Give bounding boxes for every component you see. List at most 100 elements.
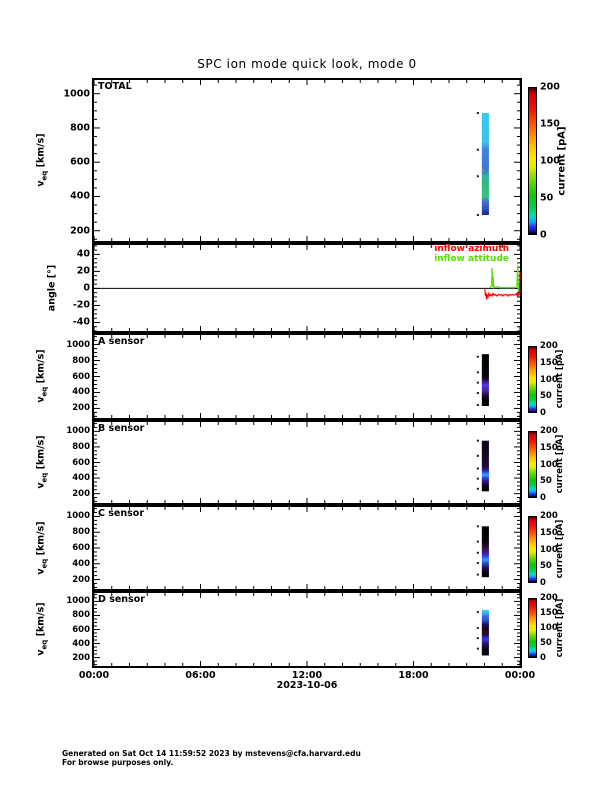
colorbar-unit-b: current [pA] — [555, 434, 565, 494]
y-axis-label-d: veq [km/s] — [35, 602, 49, 656]
colorbar-tick-label: 150 — [540, 442, 558, 453]
colorbar-unit-total: current [pA] — [556, 126, 568, 196]
panel-d-sensor: D sensor 200 400 600 800 1000 00:00 06:00 12:00… — [66, 591, 535, 681]
y-tick-label: 800 — [70, 122, 90, 134]
y-tick-label: 800 — [72, 527, 90, 538]
panel-a-sensor: A sensor 200 400 600 800 1000 — [66, 333, 522, 420]
b_sensor-data-strip — [481, 440, 489, 492]
y-tick-label: 200 — [72, 574, 90, 585]
series-inflow-attitude — [489, 265, 521, 293]
y-tick-label: 1000 — [63, 88, 90, 100]
colorbar-tick-label: 150 — [540, 357, 558, 368]
panel-total: TOTAL 200 400 600 800 1000 — [64, 78, 522, 243]
y-axis-label-total: veq [km/s] — [35, 133, 49, 187]
y-tick-label: 600 — [72, 457, 90, 468]
y-tick-label: 200 — [70, 225, 90, 237]
panel-c-label: C sensor — [98, 508, 145, 519]
page-title: SPC ion mode quick look, mode 0 — [197, 57, 417, 71]
angle-legend: inflow azimuth inflow attitude — [434, 244, 509, 264]
panel-a-label: A sensor — [98, 336, 145, 347]
colorbar-unit-d: current [pA] — [555, 598, 565, 658]
colorbar-tick-label: 50 — [540, 561, 552, 572]
panel-b-sensor: B sensor 200 400 600 800 1000 — [66, 420, 522, 505]
colorbar-tick-label: 100 — [540, 459, 558, 470]
footer: Generated on Sat Oct 14 11:59:52 2023 by… — [62, 749, 361, 767]
y-tick-label: 1000 — [66, 511, 90, 522]
colorbar-tick-label: 150 — [540, 527, 558, 538]
y-tick-label: 400 — [72, 473, 90, 484]
panel-total-label: TOTAL — [98, 81, 132, 92]
x-axis-date-label: 2023-10-06 — [276, 680, 338, 691]
y-tick-label: 200 — [72, 652, 90, 663]
colorbar-gradient — [528, 431, 537, 498]
colorbar-tick-label: 0 — [540, 653, 546, 663]
d_sensor-data-strip — [481, 609, 489, 656]
x-tick-label: 18:00 — [398, 670, 429, 681]
colorbar-tick-label: 0 — [540, 578, 546, 588]
colorbar-tick-label: 100 — [540, 544, 558, 555]
colorbar-tick-label: 50 — [540, 638, 552, 648]
y-tick-label: 800 — [72, 610, 90, 621]
legend-inflow-attitude: inflow attitude — [434, 253, 509, 264]
colorbar-b-sensor: 200 150 100 50 0 — [528, 426, 558, 503]
y-tick-label: 600 — [72, 624, 90, 635]
y-tick-label: 800 — [72, 441, 90, 452]
y-axis-label-b: veq [km/s] — [35, 435, 49, 489]
y-tick-label: 400 — [72, 638, 90, 649]
colorbar-tick-label: 100 — [540, 623, 558, 633]
colorbar-tick-label: 150 — [540, 608, 558, 618]
x-tick-label: 06:00 — [185, 670, 216, 681]
y-tick-label: 1000 — [66, 339, 90, 350]
x-tick-label: 12:00 — [291, 670, 323, 681]
x-tick-label: 00:00 — [504, 670, 536, 681]
colorbar-tick-label: 100 — [540, 155, 560, 167]
colorbar-tick-label: 50 — [540, 192, 554, 204]
a_sensor-plot-canvas — [93, 335, 521, 418]
colorbar-tick-label: 0 — [540, 493, 546, 503]
colorbar-tick-label: 50 — [540, 391, 552, 402]
y-tick-label: -40 — [72, 316, 90, 328]
y-tick-label: 400 — [72, 387, 90, 398]
angle-plot-canvas — [93, 245, 521, 332]
panel-c-sensor: C sensor 200 400 600 800 1000 — [66, 505, 522, 591]
y-tick-label: 600 — [72, 371, 90, 382]
colorbar-a-sensor: 200 150 100 50 0 — [528, 341, 558, 418]
y-axis-label-angle: angle [°] — [46, 264, 58, 312]
c_sensor-data-strip — [481, 526, 489, 578]
colorbar-tick-label: 50 — [540, 476, 552, 487]
colorbar-unit-c: current [pA] — [555, 519, 565, 579]
panel-angle: inflow azimuth inflow attitude -40 -20 0 20… — [73, 243, 522, 333]
c_sensor-plot-canvas — [93, 507, 521, 589]
d_sensor-plot-canvas — [93, 593, 521, 666]
y-tick-label: 200 — [72, 488, 90, 499]
colorbar-total: 200 150 100 50 0 — [528, 82, 560, 241]
y-tick-label: 400 — [72, 558, 90, 569]
y-axis-label-c: veq [km/s] — [35, 521, 49, 575]
legend-inflow-azimuth: inflow azimuth — [434, 244, 509, 254]
colorbar-unit-a: current [pA] — [555, 349, 565, 409]
colorbar-gradient — [528, 87, 537, 235]
y-tick-label: 200 — [72, 403, 90, 414]
footer-generated-line: Generated on Sat Oct 14 11:59:52 2023 by… — [62, 749, 361, 758]
y-tick-label: 800 — [72, 355, 90, 366]
footer-browse-line: For browse purposes only. — [62, 758, 174, 767]
colorbar-d-sensor: 200 150 100 50 0 — [528, 593, 558, 663]
y-tick-label: 1000 — [66, 596, 90, 607]
colorbar-tick-label: 200 — [540, 341, 558, 351]
y-tick-label: 600 — [72, 543, 90, 553]
colorbar-tick-label: 200 — [540, 81, 560, 93]
y-tick-label: 600 — [70, 156, 90, 168]
panel-b-label: B sensor — [98, 423, 145, 434]
y-tick-label: -20 — [72, 299, 90, 311]
total-plot-canvas — [93, 80, 521, 241]
a_sensor-data-strip — [481, 354, 489, 407]
y-axis-label-a: veq [km/s] — [35, 349, 49, 403]
colorbar-tick-label: 200 — [540, 511, 558, 521]
colorbar-tick-label: 0 — [540, 229, 547, 241]
colorbar-tick-label: 150 — [540, 118, 560, 130]
colorbar-gradient — [528, 598, 537, 658]
colorbar-c-sensor: 200 150 100 50 0 — [528, 511, 558, 588]
colorbar-tick-label: 0 — [540, 408, 546, 418]
y-tick-label: 20 — [76, 265, 90, 277]
